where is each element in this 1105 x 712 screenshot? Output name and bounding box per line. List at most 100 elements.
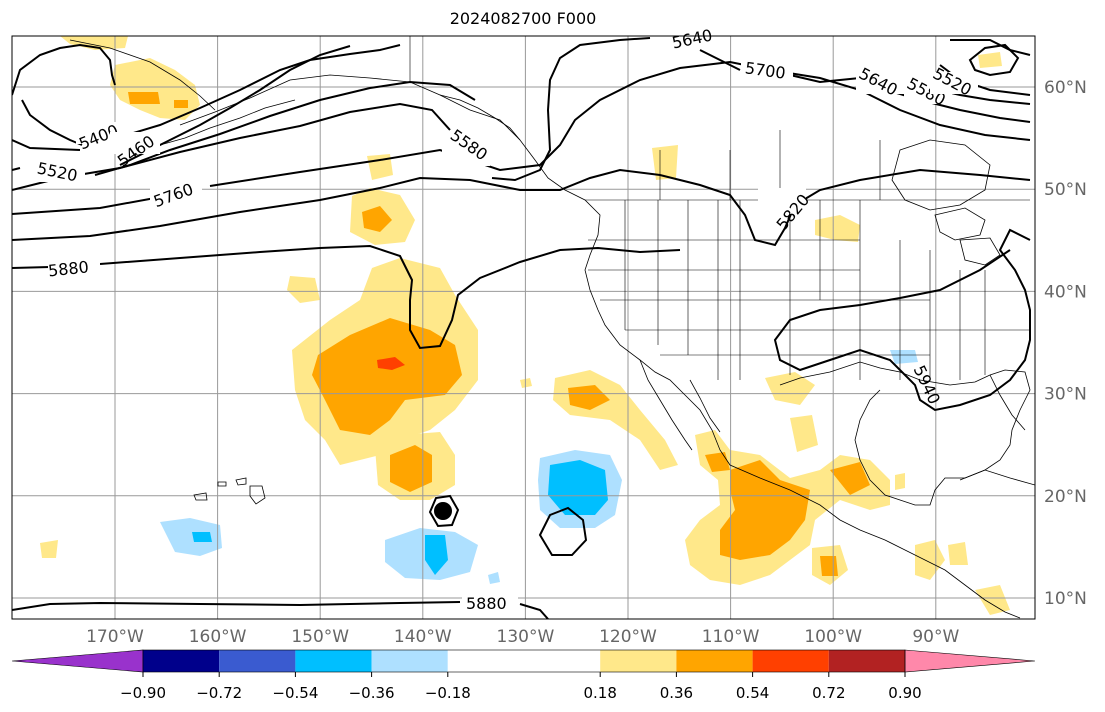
coastline (989, 374, 1026, 431)
longitude-label: 100°W (804, 627, 862, 647)
longitude-label: 90°W (912, 627, 959, 647)
colorbar-tick-label: 0.36 (660, 684, 693, 702)
anomaly-area (548, 460, 608, 515)
colorbar-bin (752, 650, 829, 672)
contour-label: 5880 (466, 594, 507, 613)
longitude-label: 170°W (86, 627, 144, 647)
contour-line (773, 228, 1031, 412)
colorbar-tick-label: −0.54 (272, 684, 318, 702)
colorbar-extend-high (904, 649, 1036, 673)
coastline (959, 469, 1035, 486)
colorbar-tick-label: 0.90 (888, 684, 921, 702)
anomaly-area (425, 535, 448, 575)
anomaly-area (377, 357, 405, 370)
coastline (891, 139, 991, 211)
height-contours (12, 37, 1031, 619)
contour-line (12, 37, 651, 191)
anomaly-area (652, 145, 678, 180)
anomaly-area (820, 556, 838, 576)
contour-line (12, 601, 549, 619)
anomaly-area (488, 572, 500, 584)
colorbar-bin (295, 650, 372, 672)
colorbar-tick-label: −0.90 (120, 684, 166, 702)
colorbar-extend-low (11, 649, 144, 673)
colorbar-bin (676, 650, 753, 672)
anomaly-area (160, 518, 222, 556)
anomaly-area (40, 540, 58, 558)
colorbar-bin (219, 650, 296, 672)
coastline (439, 94, 521, 141)
latitude-label: 40°N (1044, 282, 1087, 302)
anomaly-area (174, 100, 188, 108)
longitude-label: 140°W (394, 627, 452, 647)
gridlines (12, 36, 1035, 619)
latitude-label: 50°N (1044, 180, 1087, 200)
anomaly-area (287, 276, 320, 303)
anomaly-area (815, 215, 860, 242)
storm-center-marker (434, 502, 452, 520)
border-line (624, 200, 986, 380)
latitude-label: 30°N (1044, 385, 1087, 405)
colorbar-tick-label: −0.18 (425, 684, 471, 702)
contour-label: 5880 (47, 257, 89, 280)
contour-line (699, 49, 861, 84)
anomaly-area (830, 462, 870, 495)
longitude-label: 130°W (497, 627, 555, 647)
contour-line (538, 506, 588, 556)
map-frame (11, 35, 1036, 620)
anomaly-area (362, 206, 392, 232)
longitude-label: 110°W (702, 627, 760, 647)
anomaly-area (765, 372, 815, 405)
contour-line (968, 43, 1020, 77)
latitude-label: 60°N (1044, 78, 1087, 98)
contour-line (12, 44, 401, 151)
colorbar: −0.90 −0.72 −0.54 −0.36 −0.18 0.18 0.36 0.54 0.7… (11, 649, 1036, 702)
anomaly-area (915, 540, 945, 580)
coastline (69, 39, 1021, 619)
coastline (639, 359, 721, 451)
contour-line (12, 80, 476, 176)
contour-line (428, 494, 460, 528)
colorbar-bin (143, 650, 220, 672)
anomaly-area (110, 58, 200, 120)
colorbar-bin (600, 650, 677, 672)
anomaly-area (895, 473, 905, 490)
longitude-label: 120°W (599, 627, 657, 647)
anomaly-area (720, 460, 810, 560)
anomaly-area (948, 542, 968, 565)
border-line (409, 36, 881, 200)
latitude-labels: 60°N 50°N 40°N 30°N 20°N 10°N (1044, 78, 1087, 609)
anomaly-area (568, 385, 610, 410)
map-title: 2024082700 F000 (449, 9, 597, 28)
coastline (959, 237, 1001, 266)
anomaly-area (128, 92, 160, 104)
anomaly-area (890, 350, 918, 364)
coastline (934, 207, 986, 241)
colorbar-outline (142, 649, 906, 673)
colorbar-tick-label: 0.72 (812, 684, 845, 702)
anomaly-area (705, 452, 730, 472)
anomaly-area (978, 52, 1002, 68)
anomaly-area (192, 532, 212, 542)
coastlines-borders (69, 36, 1035, 619)
colorbar-tick-label: −0.72 (196, 684, 242, 702)
anomaly-area (390, 445, 432, 492)
anomaly-area (520, 378, 532, 388)
island (193, 477, 266, 505)
colorbar-tick-label: 0.54 (736, 684, 769, 702)
border-line (588, 239, 1030, 356)
anomaly-area (60, 36, 128, 50)
anomaly-area (975, 585, 1010, 615)
longitude-labels: 170°W 160°W 150°W 140°W 130°W 120°W 110°W 100°W… (86, 627, 959, 647)
colorbar-bin (447, 650, 601, 672)
contour-line (12, 168, 1031, 247)
anomaly-shading (40, 36, 1010, 615)
colorbar-tick-label: −0.36 (349, 684, 395, 702)
contour-line (12, 244, 681, 350)
latitude-label: 20°N (1044, 487, 1087, 507)
colorbar-tick-label: 0.18 (583, 684, 616, 702)
colorbar-bin (828, 650, 905, 672)
contour-label: 5640 (856, 64, 901, 100)
colorbar-bin (371, 650, 448, 672)
